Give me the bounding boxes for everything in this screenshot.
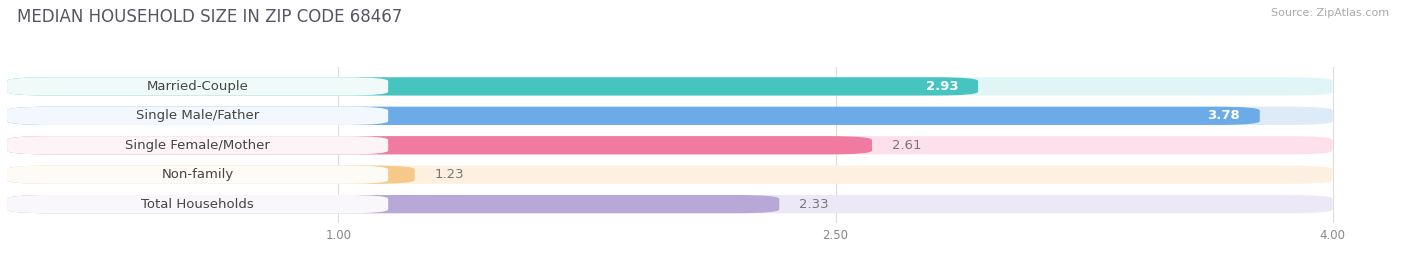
FancyBboxPatch shape — [7, 107, 1260, 125]
Text: 2.93: 2.93 — [925, 80, 959, 93]
FancyBboxPatch shape — [7, 195, 1333, 213]
FancyBboxPatch shape — [7, 195, 779, 213]
Text: Married-Couple: Married-Couple — [146, 80, 249, 93]
FancyBboxPatch shape — [7, 77, 979, 95]
Text: Source: ZipAtlas.com: Source: ZipAtlas.com — [1271, 8, 1389, 18]
Text: 2.61: 2.61 — [891, 139, 921, 152]
Text: 3.78: 3.78 — [1208, 109, 1240, 122]
Text: MEDIAN HOUSEHOLD SIZE IN ZIP CODE 68467: MEDIAN HOUSEHOLD SIZE IN ZIP CODE 68467 — [17, 8, 402, 26]
Text: Non-family: Non-family — [162, 168, 233, 181]
Text: Single Male/Father: Single Male/Father — [136, 109, 259, 122]
FancyBboxPatch shape — [7, 136, 1333, 154]
FancyBboxPatch shape — [7, 166, 415, 184]
Text: 1.23: 1.23 — [434, 168, 464, 181]
FancyBboxPatch shape — [7, 77, 388, 95]
Text: Single Female/Mother: Single Female/Mother — [125, 139, 270, 152]
Text: Total Households: Total Households — [141, 198, 254, 211]
FancyBboxPatch shape — [7, 136, 388, 154]
FancyBboxPatch shape — [7, 107, 1333, 125]
FancyBboxPatch shape — [7, 195, 388, 213]
FancyBboxPatch shape — [7, 107, 388, 125]
FancyBboxPatch shape — [7, 166, 1333, 184]
Text: 2.33: 2.33 — [799, 198, 828, 211]
FancyBboxPatch shape — [7, 77, 1333, 95]
FancyBboxPatch shape — [7, 136, 872, 154]
FancyBboxPatch shape — [7, 166, 388, 184]
